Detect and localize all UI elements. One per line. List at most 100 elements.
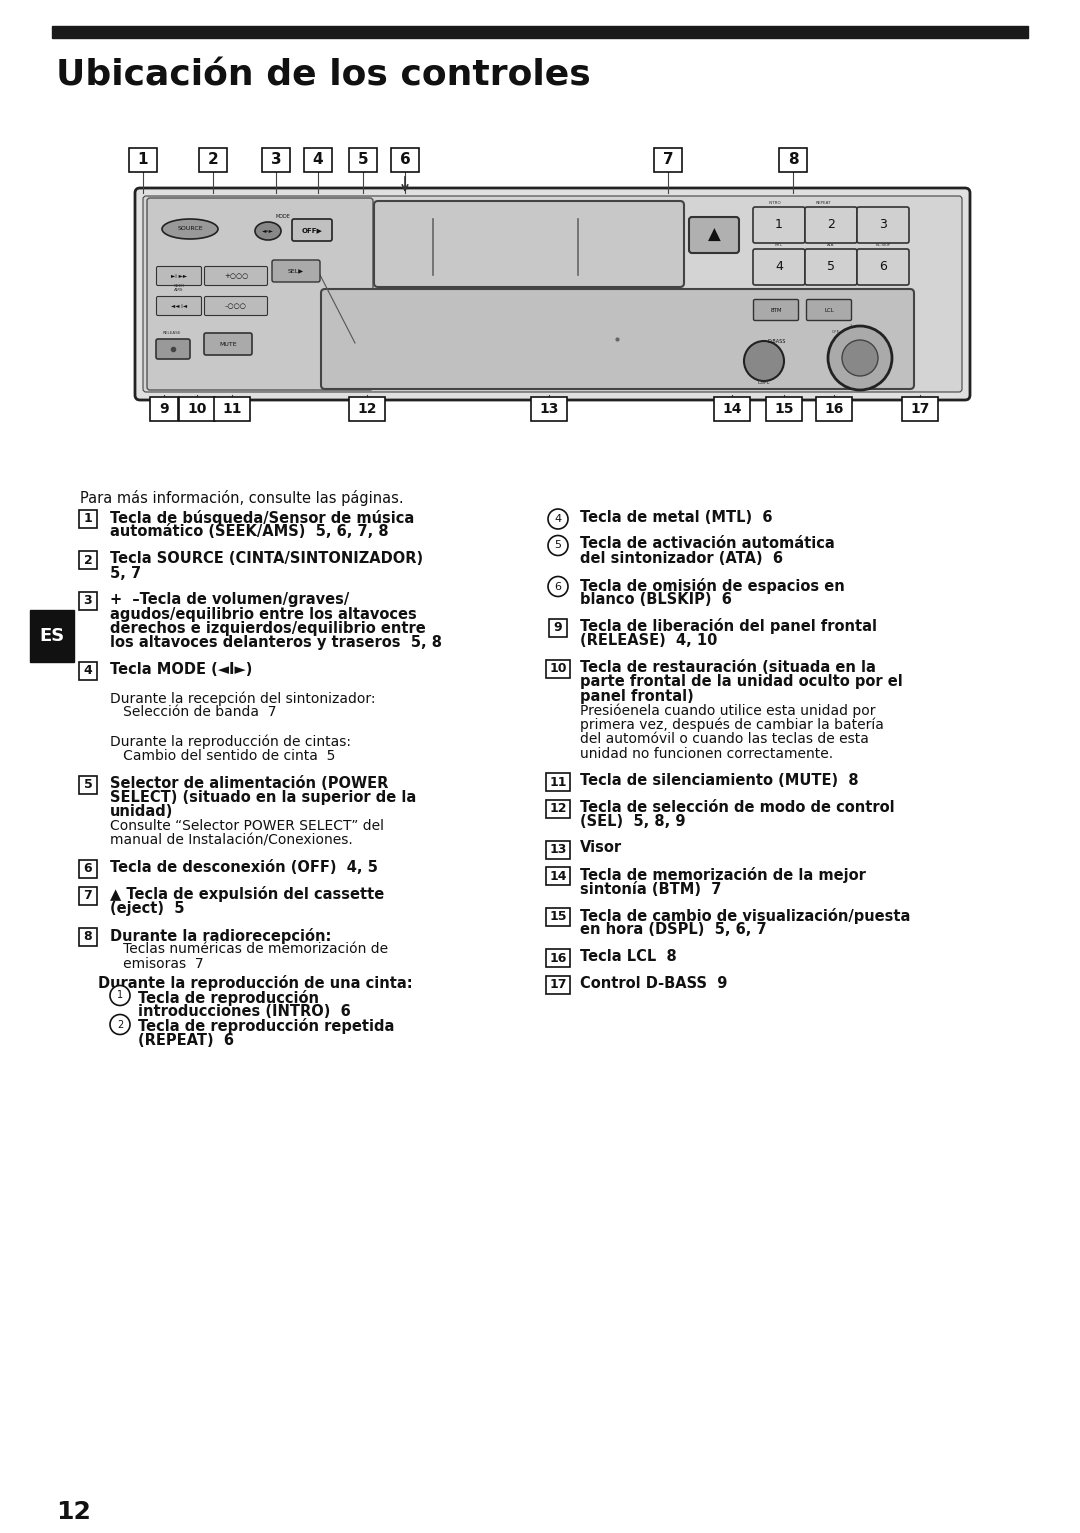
FancyBboxPatch shape (262, 149, 291, 172)
Text: 2: 2 (117, 1019, 123, 1030)
FancyBboxPatch shape (157, 267, 202, 285)
FancyBboxPatch shape (79, 510, 97, 527)
Text: 10: 10 (187, 402, 206, 415)
Text: Tecla de activación automática: Tecla de activación automática (580, 537, 835, 552)
Text: derechos e izquierdos/equilibrio entre: derechos e izquierdos/equilibrio entre (110, 621, 426, 636)
Text: 5, 7: 5, 7 (110, 566, 141, 581)
Text: Tecla de reproducción repetida: Tecla de reproducción repetida (138, 1018, 394, 1035)
Text: 12: 12 (550, 802, 567, 816)
Text: parte frontal de la unidad oculto por el: parte frontal de la unidad oculto por el (580, 675, 903, 688)
Text: 2: 2 (868, 327, 870, 330)
Circle shape (842, 340, 878, 376)
Text: SEEK: SEEK (174, 284, 185, 288)
FancyBboxPatch shape (546, 659, 570, 678)
Text: 1: 1 (850, 323, 852, 328)
Bar (52, 26, 1028, 38)
Text: 2: 2 (83, 553, 93, 567)
Text: MTL: MTL (774, 244, 783, 247)
Text: ◄•►: ◄•► (262, 228, 274, 233)
FancyBboxPatch shape (157, 296, 202, 316)
Text: Consulte “Selector POWER SELECT” del: Consulte “Selector POWER SELECT” del (110, 819, 384, 832)
Text: 15: 15 (550, 911, 567, 923)
FancyBboxPatch shape (902, 397, 939, 422)
Text: OFF▶: OFF▶ (301, 227, 323, 233)
Text: (eject)  5: (eject) 5 (110, 901, 185, 917)
FancyBboxPatch shape (79, 860, 97, 878)
Text: OFF: OFF (832, 330, 840, 334)
Text: 8: 8 (787, 152, 798, 167)
Text: 2: 2 (207, 152, 218, 167)
FancyBboxPatch shape (654, 149, 681, 172)
FancyBboxPatch shape (546, 840, 570, 858)
Text: LCL: LCL (824, 308, 834, 313)
Text: primera vez, después de cambiar la batería: primera vez, después de cambiar la bater… (580, 717, 883, 731)
Text: Para más información, consulte las páginas.: Para más información, consulte las págin… (80, 491, 404, 506)
FancyBboxPatch shape (546, 975, 570, 993)
FancyBboxPatch shape (79, 927, 97, 946)
FancyBboxPatch shape (546, 908, 570, 926)
Ellipse shape (162, 219, 218, 239)
Text: 14: 14 (550, 869, 567, 883)
FancyBboxPatch shape (79, 776, 97, 794)
Text: 5: 5 (827, 261, 835, 273)
FancyBboxPatch shape (391, 149, 419, 172)
Text: Selector de alimentación (POWER: Selector de alimentación (POWER (110, 776, 389, 791)
Text: Tecla de búsqueda/Sensor de música: Tecla de búsqueda/Sensor de música (110, 510, 415, 526)
Text: Durante la recepción del sintonizador:: Durante la recepción del sintonizador: (110, 691, 376, 705)
Text: 12: 12 (56, 1499, 91, 1524)
FancyBboxPatch shape (79, 550, 97, 569)
FancyBboxPatch shape (204, 267, 268, 285)
FancyBboxPatch shape (214, 397, 249, 422)
Text: Tecla de metal (MTL)  6: Tecla de metal (MTL) 6 (580, 510, 772, 524)
Text: introducciones (INTRO)  6: introducciones (INTRO) 6 (138, 1004, 351, 1019)
Text: Durante la radiorecepción:: Durante la radiorecepción: (110, 927, 332, 943)
Circle shape (548, 576, 568, 596)
Text: 16: 16 (550, 952, 567, 964)
Text: 8: 8 (83, 931, 92, 943)
Text: 6: 6 (554, 581, 562, 592)
Text: 5: 5 (554, 541, 562, 550)
Ellipse shape (255, 222, 281, 241)
Text: 1: 1 (83, 512, 93, 526)
FancyBboxPatch shape (546, 868, 570, 885)
Text: 1: 1 (138, 152, 148, 167)
Text: SEL▶: SEL▶ (288, 268, 303, 273)
Text: 7: 7 (83, 889, 93, 901)
Text: 17: 17 (910, 402, 930, 415)
Text: unidad): unidad) (110, 805, 174, 820)
FancyBboxPatch shape (135, 189, 970, 400)
Text: Durante la reproducción de una cinta:: Durante la reproducción de una cinta: (98, 975, 413, 990)
Text: Visor: Visor (580, 840, 622, 855)
Text: 3: 3 (271, 152, 281, 167)
Text: 16: 16 (824, 402, 843, 415)
FancyBboxPatch shape (531, 397, 567, 422)
FancyBboxPatch shape (204, 296, 268, 316)
FancyBboxPatch shape (349, 397, 384, 422)
Text: ES: ES (39, 627, 65, 645)
Text: 4: 4 (313, 152, 323, 167)
Text: 3: 3 (879, 219, 887, 231)
Text: (SEL)  5, 8, 9: (SEL) 5, 8, 9 (580, 814, 686, 829)
Text: BL.SKIP: BL.SKIP (876, 244, 891, 247)
FancyBboxPatch shape (807, 299, 851, 320)
Text: 4: 4 (775, 261, 783, 273)
FancyBboxPatch shape (858, 207, 909, 244)
FancyBboxPatch shape (156, 339, 190, 359)
Text: 10: 10 (550, 662, 567, 675)
Text: 9: 9 (554, 621, 563, 635)
FancyBboxPatch shape (546, 949, 570, 967)
Text: ►I ►►: ►I ►► (171, 273, 187, 279)
Text: 13: 13 (539, 402, 558, 415)
Text: agudos/equilibrio entre los altavoces: agudos/equilibrio entre los altavoces (110, 607, 417, 621)
Text: D-BASS: D-BASS (768, 339, 786, 343)
Text: del sintonizador (ATA)  6: del sintonizador (ATA) 6 (580, 550, 783, 566)
FancyBboxPatch shape (374, 201, 684, 287)
Text: (RELEASE)  4, 10: (RELEASE) 4, 10 (580, 633, 717, 648)
FancyBboxPatch shape (349, 149, 377, 172)
Text: 11: 11 (550, 776, 567, 788)
Text: 6: 6 (83, 863, 92, 875)
Text: –○○○: –○○○ (225, 304, 247, 310)
FancyBboxPatch shape (805, 207, 858, 244)
Text: 15: 15 (774, 402, 794, 415)
Text: Tecla de reproducción: Tecla de reproducción (138, 989, 319, 1006)
